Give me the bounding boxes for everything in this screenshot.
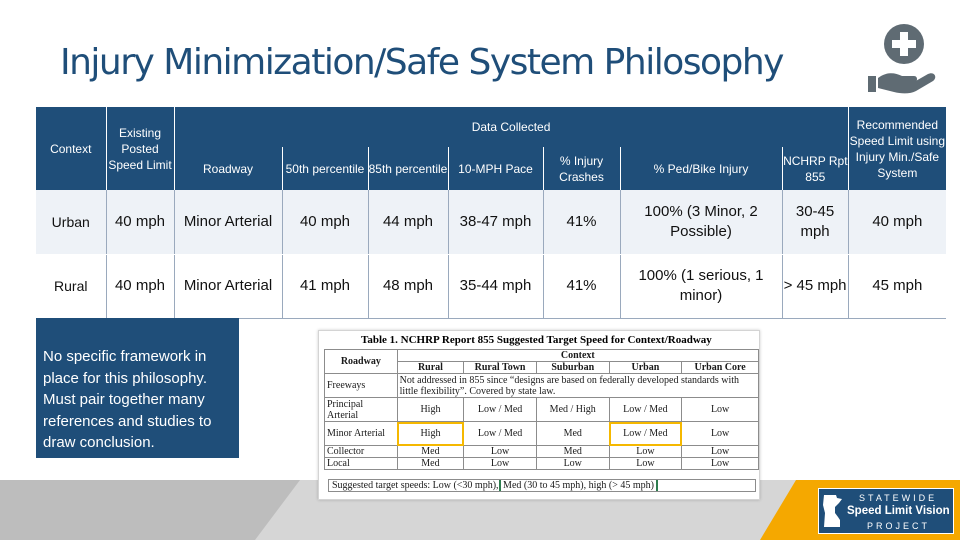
reference-col-header: Urban Core bbox=[681, 361, 759, 374]
reference-freeways-note: Not addressed in 855 since “designs are … bbox=[396, 373, 760, 398]
cell-p50: 40 mph bbox=[282, 190, 369, 255]
reference-cell: High bbox=[396, 397, 465, 422]
reference-cell: Low bbox=[535, 457, 610, 470]
cell-pace: 38-47 mph bbox=[448, 190, 544, 255]
header-recommended: Recommended Speed Limit using Injury Min… bbox=[848, 107, 947, 190]
reference-row-label: Minor Arterial bbox=[324, 421, 398, 446]
reference-roadway-header: Roadway bbox=[324, 349, 398, 374]
reference-cell: Med / High bbox=[535, 397, 610, 422]
reference-footer: Suggested target speeds: Low (<30 mph), … bbox=[328, 479, 756, 492]
reference-cell: Med bbox=[535, 421, 610, 446]
speed-data-table: Context Existing Posted Speed Limit Data… bbox=[36, 107, 947, 319]
note-box: No specific framework in place for this … bbox=[36, 318, 239, 458]
cell-nchrp: 30-45 mph bbox=[782, 190, 849, 255]
cell-pace: 35-44 mph bbox=[448, 254, 544, 319]
reference-cell: Low bbox=[463, 445, 537, 458]
reference-cell: Low bbox=[681, 445, 759, 458]
cell-injury: 41% bbox=[543, 254, 621, 319]
header-roadway: Roadway bbox=[174, 147, 283, 190]
cell-roadway: Minor Arterial bbox=[174, 254, 283, 319]
footer-shade bbox=[0, 480, 300, 540]
cell-p85: 44 mph bbox=[368, 190, 449, 255]
reference-cell: Low bbox=[681, 421, 759, 446]
reference-cell: Med bbox=[396, 445, 465, 458]
cell-p85: 48 mph bbox=[368, 254, 449, 319]
reference-cell: Med bbox=[535, 445, 610, 458]
reference-col-header: Rural bbox=[396, 361, 465, 374]
header-nchrp: NCHRP Rpt 855 bbox=[782, 147, 849, 190]
reference-context-header: Context bbox=[396, 349, 760, 362]
cell-p50: 41 mph bbox=[282, 254, 369, 319]
cell-recommended: 45 mph bbox=[848, 254, 947, 319]
reference-cell-highlighted: Low / Med bbox=[608, 421, 683, 446]
reference-row-label: Principal Arterial bbox=[324, 397, 398, 422]
cell-ped-bike: 100% (3 Minor, 2 Possible) bbox=[620, 190, 783, 255]
cell-roadway: Minor Arterial bbox=[174, 190, 283, 255]
hand-medical-cross-icon bbox=[868, 24, 936, 94]
header-data-collected: Data Collected bbox=[174, 107, 849, 147]
reference-cell: Low / Med bbox=[608, 397, 683, 422]
reference-col-header: Rural Town bbox=[463, 361, 537, 374]
reference-footer-prefix: Suggested target speeds: Low (<30 mph), bbox=[332, 480, 499, 491]
reference-row: Local Med Low Low Low Low bbox=[324, 457, 759, 470]
reference-row-label: Freeways bbox=[324, 373, 398, 398]
reference-cell: Low / Med bbox=[463, 421, 537, 446]
reference-row: Collector Med Low Med Low Low bbox=[324, 445, 759, 458]
header-context: Context bbox=[36, 107, 107, 190]
reference-cell: Low / Med bbox=[463, 397, 537, 422]
cell-recommended: 40 mph bbox=[848, 190, 947, 255]
reference-cell: Med bbox=[396, 457, 465, 470]
project-logo-line2: Speed Limit Vision bbox=[847, 505, 950, 517]
cell-context: Rural bbox=[36, 254, 107, 319]
reference-cell: Low bbox=[463, 457, 537, 470]
cell-existing: 40 mph bbox=[106, 190, 175, 255]
header-injury-crashes: % Injury Crashes bbox=[543, 147, 621, 190]
project-logo-line3: PROJECT bbox=[867, 521, 931, 531]
reference-row: Minor Arterial High Low / Med Med Low / … bbox=[324, 421, 759, 446]
minnesota-map-icon bbox=[823, 495, 842, 527]
cell-existing: 40 mph bbox=[106, 254, 175, 319]
project-logo-line1: STATEWIDE bbox=[859, 493, 938, 503]
slide-title: Injury Minimization/Safe System Philosop… bbox=[60, 42, 784, 83]
reference-cell: Low bbox=[608, 445, 683, 458]
reference-caption: Table 1. NCHRP Report 855 Suggested Targ… bbox=[361, 334, 712, 346]
reference-col-header: Suburban bbox=[535, 361, 610, 374]
header-50th: 50th percentile bbox=[282, 147, 369, 190]
reference-row-label: Collector bbox=[324, 445, 398, 458]
cell-context: Urban bbox=[36, 190, 107, 255]
reference-cell: Low bbox=[681, 457, 759, 470]
cell-injury: 41% bbox=[543, 190, 621, 255]
reference-grid: Roadway Context Rural Rural Town Suburba… bbox=[324, 349, 760, 470]
nchrp-reference-table: Table 1. NCHRP Report 855 Suggested Targ… bbox=[318, 330, 760, 500]
header-ped-bike: % Ped/Bike Injury bbox=[620, 147, 783, 190]
header-pace: 10-MPH Pace bbox=[448, 147, 544, 190]
reference-cell: Low bbox=[681, 397, 759, 422]
reference-cell-highlighted: High bbox=[396, 421, 465, 446]
reference-footer-highlight: Med (30 to 45 mph), high (> 45 mph) bbox=[499, 480, 658, 491]
project-logo: STATEWIDE Speed Limit Vision PROJECT bbox=[818, 488, 954, 534]
reference-col-header: Urban bbox=[608, 361, 683, 374]
table-row: Rural 40 mph Minor Arterial 41 mph 48 mp… bbox=[36, 254, 947, 319]
reference-cell: Low bbox=[608, 457, 683, 470]
reference-row: Principal Arterial High Low / Med Med / … bbox=[324, 397, 759, 422]
header-existing-speed: Existing Posted Speed Limit bbox=[106, 107, 175, 190]
cell-nchrp: > 45 mph bbox=[782, 254, 849, 319]
table-row: Urban 40 mph Minor Arterial 40 mph 44 mp… bbox=[36, 190, 947, 255]
cell-ped-bike: 100% (1 serious, 1 minor) bbox=[620, 254, 783, 319]
reference-row-label: Local bbox=[324, 457, 398, 470]
header-85th: 85th percentile bbox=[368, 147, 449, 190]
